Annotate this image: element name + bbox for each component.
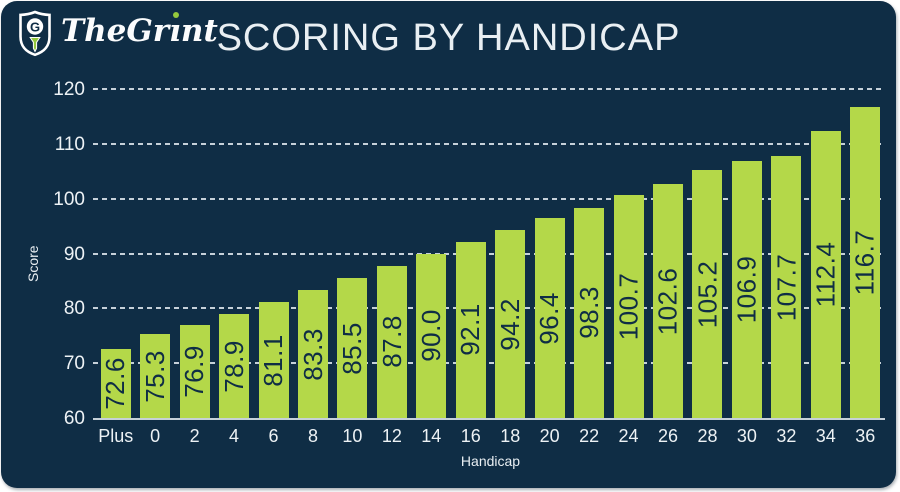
bar-handicap-32: 107.7 (771, 156, 802, 418)
bar-handicap-16: 92.1 (455, 241, 486, 418)
bar-handicap-18: 94.2 (495, 230, 526, 418)
bar-value-label: 81.1 (258, 333, 289, 387)
y-tick-label-100: 100 (53, 188, 85, 210)
bar-handicap-26: 102.6 (653, 184, 684, 418)
x-tick-label-12: 12 (381, 426, 402, 446)
bar-handicap-10: 85.5 (337, 278, 368, 418)
bar-value-label: 75.3 (140, 349, 170, 403)
bar-value-label: 92.1 (455, 303, 486, 357)
gridline-90 (93, 252, 885, 255)
x-tick-label-6: 6 (268, 426, 279, 446)
x-tick-label-14: 14 (421, 426, 442, 446)
x-axis-line (93, 418, 885, 420)
x-tick-label-18: 18 (500, 426, 521, 446)
bar-handicap-24: 100.7 (613, 194, 644, 418)
x-tick-label-30: 30 (736, 426, 757, 446)
gridline-120 (93, 88, 885, 90)
logo-wordmark: TheGrı nt (61, 12, 218, 49)
shield-golf-tee-icon: G (19, 10, 51, 57)
x-tick-label-22: 22 (579, 426, 600, 446)
x-tick-label-10: 10 (342, 426, 363, 446)
bar-handicap-22: 98.3 (574, 207, 605, 418)
bar-value-label: 96.4 (534, 291, 565, 345)
bar-value-label: 102.6 (653, 267, 683, 335)
bar-value-label: 106.9 (731, 255, 762, 324)
bar-handicap-28: 105.2 (692, 170, 723, 418)
bar-value-label: 100.7 (613, 272, 644, 341)
x-tick-label-16: 16 (460, 426, 481, 446)
gridline-110 (93, 142, 885, 145)
y-tick-label-120: 120 (53, 79, 85, 100)
thegrint-logo: G TheGrı nt (18, 10, 218, 57)
bar-handicap-6: 81.1 (258, 302, 289, 418)
y-tick-label-110: 110 (54, 133, 85, 155)
bar-value-label: 78.9 (219, 339, 249, 393)
y-axis-title: Score (25, 245, 41, 283)
x-tick-label-8: 8 (307, 426, 318, 446)
chart-title: SCORING BY HANDICAP (216, 17, 681, 59)
bar-handicap-4: 78.9 (219, 314, 250, 418)
bar-value-label: 87.8 (376, 315, 407, 369)
y-tick-label-70: 70 (63, 353, 85, 375)
gridline-100 (93, 197, 885, 200)
x-tick-label-36: 36 (855, 426, 876, 446)
y-tick-label-80: 80 (63, 298, 85, 320)
x-tick-label-32: 32 (776, 426, 797, 446)
bar-handicap-Plus: 72.6 (100, 348, 131, 418)
bar-handicap-8: 83.3 (297, 290, 328, 418)
bar-value-label: 83.3 (297, 327, 328, 381)
bar-handicap-20: 96.4 (534, 218, 565, 418)
bar-handicap-12: 87.8 (376, 265, 407, 418)
bar-handicap-14: 90.0 (416, 253, 447, 418)
x-tick-label-2: 2 (189, 426, 200, 446)
svg-text:G: G (30, 19, 40, 34)
bar-handicap-30: 106.9 (731, 160, 762, 418)
gridline-70 (93, 362, 885, 365)
bar-value-label: 85.5 (337, 321, 367, 375)
x-tick-label-26: 26 (658, 426, 679, 446)
x-tick-label-0: 0 (150, 426, 161, 446)
bar-handicap-36: 116.7 (850, 107, 881, 418)
bar-value-label: 72.6 (100, 357, 131, 410)
bar-handicap-34: 112.4 (810, 130, 841, 418)
bar-value-label: 107.7 (771, 253, 801, 321)
x-tick-label-20: 20 (539, 426, 560, 446)
bar-value-label: 116.7 (850, 229, 880, 296)
y-tick-label-60: 60 (63, 408, 85, 429)
gridline-80 (93, 307, 885, 310)
bar-handicap-0: 75.3 (140, 334, 171, 418)
bar-value-label: 98.3 (574, 286, 604, 340)
bar-handicap-2: 76.9 (179, 325, 210, 418)
bar-value-label: 76.9 (179, 345, 210, 398)
x-axis-title: Handicap (460, 453, 521, 469)
x-tick-label-Plus: Plus (98, 426, 134, 446)
y-tick-label-90: 90 (63, 243, 85, 265)
bar-value-label: 112.4 (810, 241, 841, 308)
x-tick-label-24: 24 (618, 426, 639, 446)
x-tick-label-34: 34 (815, 426, 836, 446)
bar-value-label: 94.2 (495, 297, 525, 351)
logo-i-dot (173, 12, 180, 18)
x-tick-label-4: 4 (229, 426, 240, 446)
bar-value-label: 105.2 (692, 260, 722, 328)
x-tick-label-28: 28 (697, 426, 718, 446)
bar-value-label: 90.0 (416, 309, 446, 363)
